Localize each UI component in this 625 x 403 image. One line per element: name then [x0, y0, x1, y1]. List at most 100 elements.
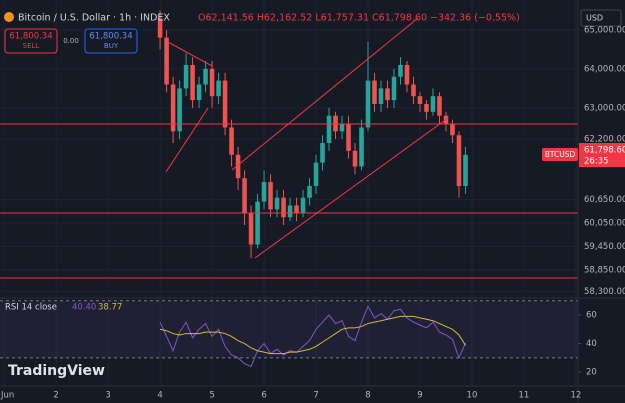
candle-body: [164, 37, 169, 85]
y-tick-label: 65,000.00: [584, 25, 625, 35]
candle-body: [313, 162, 319, 186]
rsi-value: 40.40: [72, 303, 96, 313]
candle-body: [216, 80, 221, 97]
trend-line: [254, 117, 449, 259]
currency: USD: [586, 14, 603, 23]
rsi-ma-value: 38.77: [98, 303, 122, 313]
x-tick-label: 2: [53, 391, 58, 401]
buy-button[interactable]: [84, 28, 138, 54]
currency-button[interactable]: [580, 9, 622, 27]
candle-body: [294, 205, 299, 214]
candle-body: [209, 68, 215, 97]
ohlc-legend: O62,141.56 H62,162.52 L61,757.31 C61,798…: [198, 13, 520, 24]
x-tick-label: 11: [519, 391, 530, 401]
countdown: 26:35: [584, 157, 609, 167]
y-tick-label: 59,450.00: [584, 242, 625, 252]
candle-body: [242, 178, 247, 214]
candle-body: [346, 123, 351, 151]
candle-body: [365, 80, 371, 128]
candle-body: [378, 88, 384, 105]
candle-body: [307, 185, 312, 198]
symbol-tag-box: [542, 148, 578, 161]
x-tick-label: 9: [417, 391, 422, 401]
y-tick-label: 64,000.00: [584, 64, 625, 74]
candle-body: [190, 64, 195, 101]
last-price-box: [579, 143, 625, 167]
y-tick-label: 60,050.00: [584, 219, 625, 229]
rsi-title: RSI 14 close: [5, 303, 57, 313]
candle-body: [326, 115, 332, 144]
y-tick-label: 58,300.00: [584, 287, 625, 297]
candle-body: [359, 127, 364, 167]
candle-body: [417, 96, 423, 105]
trend-line: [165, 107, 209, 173]
x-tick-label: Jun: [0, 391, 14, 401]
symbol-title: Bitcoin / U.S. Dollar · 1h · INDEX: [18, 13, 170, 24]
brand-logo: TradingView: [8, 363, 105, 379]
candle-body: [404, 64, 410, 85]
candle-body: [456, 135, 462, 186]
candle-body: [229, 127, 234, 155]
trend-line: [167, 41, 213, 67]
candle-body: [372, 80, 377, 105]
candle-body: [450, 123, 455, 136]
candle-body: [424, 104, 429, 112]
last-price: 61,798.60: [584, 146, 625, 156]
candle-body: [248, 213, 254, 245]
candle-body: [352, 150, 358, 167]
x-tick-label: 6: [261, 391, 266, 401]
candle-body: [287, 205, 293, 218]
candle-body: [411, 84, 416, 97]
rsi-line: [159, 305, 466, 368]
candle-body: [320, 143, 325, 163]
x-tick-label: 4: [157, 391, 162, 401]
trend-line: [231, 17, 419, 171]
sell-button[interactable]: [4, 28, 58, 54]
candle-body: [255, 201, 260, 245]
candle-body: [196, 84, 202, 101]
candle-body: [398, 64, 403, 77]
x-tick-label: 3: [105, 391, 110, 401]
y-tick-label: 62,200.00: [584, 135, 625, 145]
rsi-band: [0, 300, 578, 358]
x-tick-label: 10: [467, 391, 478, 401]
drawings: [0, 17, 578, 279]
x-tick-label: 7: [313, 391, 318, 401]
symbol-icon: [4, 12, 14, 22]
x-tick-label: 8: [365, 391, 370, 401]
candle-body: [170, 84, 176, 132]
candle-body: [203, 68, 208, 85]
candle-body: [177, 88, 182, 132]
candle-body: [437, 96, 442, 116]
candle-body: [391, 76, 397, 101]
spread: 0.00: [63, 37, 79, 45]
candle-body: [183, 64, 189, 89]
y-tick-label: 20: [586, 368, 597, 378]
y-tick-label: 60,650.00: [584, 195, 625, 205]
candle-body: [274, 197, 280, 210]
x-tick-label: 12: [571, 391, 582, 401]
rsi-line: [159, 315, 466, 355]
candle-body: [157, 18, 163, 38]
candle-body: [281, 197, 286, 218]
candle-body: [339, 123, 345, 132]
candle-body: [235, 154, 241, 179]
sell-price: 61,800.34: [9, 32, 52, 42]
candle-body: [222, 80, 228, 128]
candle-body: [261, 182, 267, 202]
y-tick-label: 40: [586, 339, 597, 349]
candle-body: [268, 182, 273, 210]
buy-label: BUY: [104, 42, 119, 50]
candle-body: [385, 88, 390, 101]
symbol-tag: BTCUSD: [545, 150, 576, 159]
y-tick-label: 63,000.00: [584, 103, 625, 113]
buy-price: 61,800.34: [89, 32, 132, 42]
candle-body: [300, 197, 306, 214]
y-tick-label: 58,850.00: [584, 265, 625, 275]
candle-body: [430, 96, 436, 112]
x-tick-label: 5: [209, 391, 214, 401]
plot-area: [0, 0, 578, 386]
candle-body: [463, 154, 468, 186]
y-tick-label: 60: [586, 311, 597, 321]
